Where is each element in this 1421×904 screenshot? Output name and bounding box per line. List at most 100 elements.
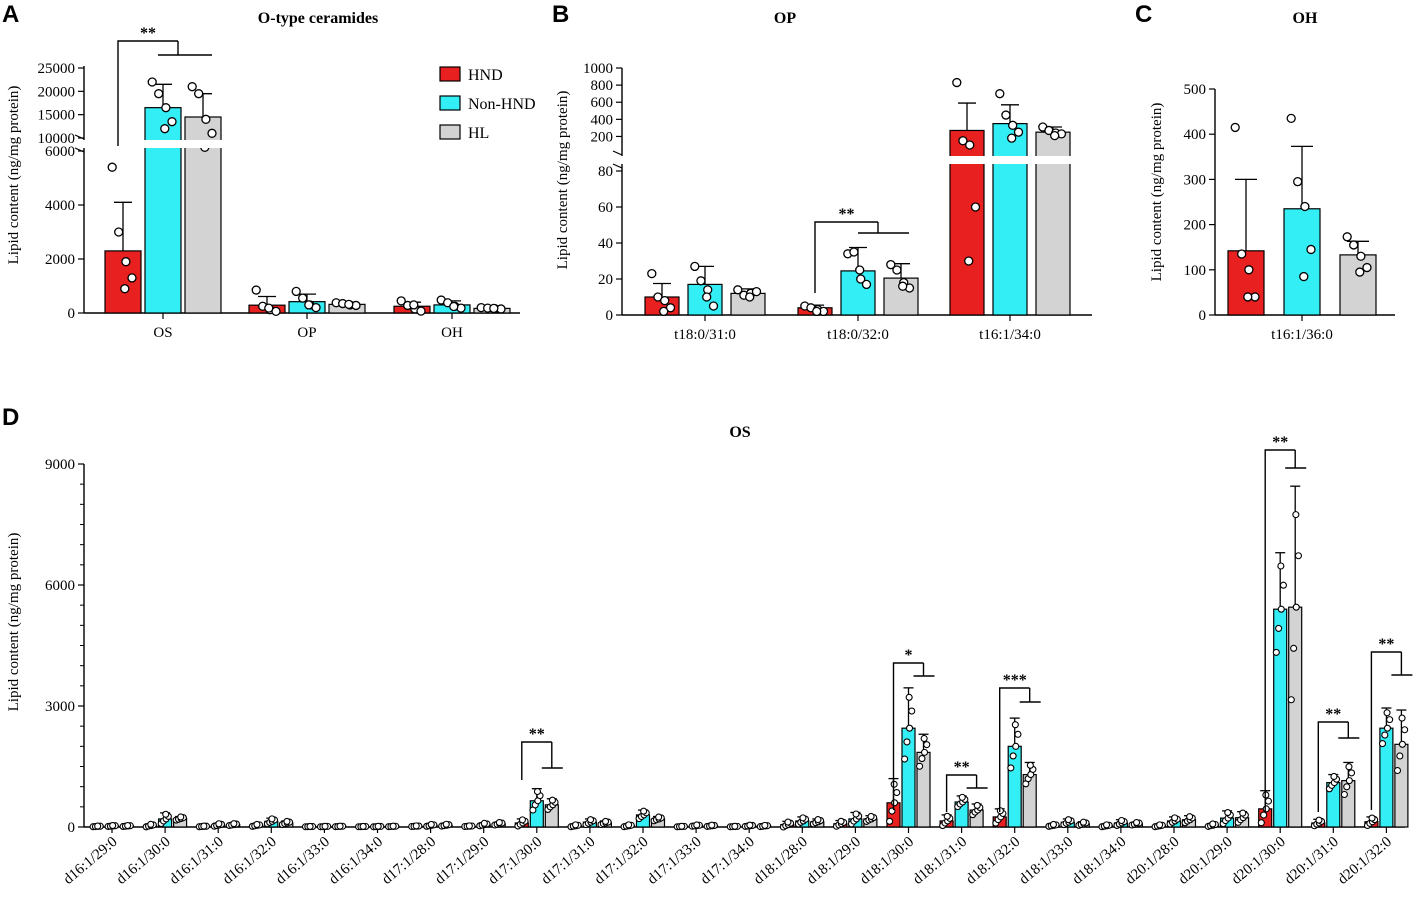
panel-d-data-point <box>1383 724 1391 732</box>
panel-a-ytick-label: 6000 <box>45 144 75 160</box>
panel-letter-b: B <box>552 1 569 28</box>
panel-a-ytick-label: 0 <box>68 306 76 322</box>
panel-d-data-point <box>321 822 329 830</box>
panel-d-data-point <box>306 822 314 830</box>
panel-b-break-mark <box>612 163 623 169</box>
panel-d-sig-bracket <box>892 662 924 810</box>
panel-d-xtick-label: d16:1/34:0 <box>326 834 386 888</box>
panel-d-data-point <box>124 821 132 830</box>
panel-d-data-point <box>548 796 557 804</box>
panel-a-data-point <box>207 128 217 138</box>
panel-d-data-point <box>1262 805 1270 813</box>
panel-b-data-point <box>1013 127 1024 137</box>
panel-d-title: OS <box>729 424 750 441</box>
panel-c-data-point <box>1362 262 1372 273</box>
panel-d-data-point <box>412 822 420 830</box>
panel-d-sig-bracket <box>521 741 552 780</box>
panel-c-data-point <box>1244 265 1254 275</box>
legend-swatch-hl <box>439 124 461 140</box>
panel-b-ytick-label: 400 <box>591 112 614 128</box>
panel-d-data-point <box>283 817 291 825</box>
panel-b-data-point <box>952 77 962 88</box>
panel-b-data-point <box>647 268 657 279</box>
panel-d-xtick-label: d17:1/32:0 <box>591 834 651 888</box>
legend-swatch-non-hnd <box>439 95 461 111</box>
panel-d-data-point <box>1239 809 1247 817</box>
panel-d-plot: 0300060009000d16:1/29:0d16:1/30:0d16:1/3… <box>45 434 1413 888</box>
panel-d-data-point <box>799 814 807 822</box>
panel-d-data-point <box>1398 740 1406 748</box>
panel-d-data-point <box>1277 562 1285 570</box>
panel-a-data-point <box>298 293 308 303</box>
legend-label-non-hnd: Non-HND <box>468 96 536 113</box>
panel-b-data-point <box>965 140 975 150</box>
panel-d-data-point <box>901 755 909 763</box>
panel-d-data-point <box>518 816 527 824</box>
panel-d-data-point <box>916 762 924 770</box>
legend: HND Non-HND HL <box>439 66 536 142</box>
panel-a-data-point <box>127 273 137 283</box>
panel-d-data-point <box>1345 777 1353 785</box>
panel-b-data-point <box>886 259 896 270</box>
panel-d-data-point <box>586 816 595 824</box>
panel-a-title: O-type ceramides <box>258 10 378 27</box>
panel-d-data-point <box>920 734 928 743</box>
panel-d-data-point <box>1277 605 1285 613</box>
panel-d-data-point <box>1260 811 1268 819</box>
panel-d-data-point <box>1368 814 1376 822</box>
panel-d-data-point <box>571 821 580 829</box>
panel-a-ytick-label: 4000 <box>45 198 75 214</box>
panel-d-sig-bracket <box>999 687 1030 812</box>
panel-a-xtick-label: OH <box>441 325 463 341</box>
panel-d-data-point <box>923 741 931 749</box>
panel-d-sig-label: ** <box>1325 706 1341 723</box>
panel-d-data-point <box>1401 726 1409 734</box>
panel-c-ytick-label: 300 <box>1184 172 1207 188</box>
panel-a-xtick-label: OP <box>297 325 316 341</box>
panel-d-data-point <box>359 822 367 830</box>
panel-c-data-point <box>1286 113 1296 124</box>
panel-c-data-point <box>1237 249 1247 259</box>
panel-a-bar-non-hnd <box>144 107 182 314</box>
panel-c-bar-non-hnd <box>1283 208 1321 316</box>
panel-b-data-point <box>964 256 974 266</box>
panel-d-data-point <box>890 799 899 807</box>
panel-d-xtick-label: d20:1/30:0 <box>1229 834 1289 888</box>
panel-b-axis-break <box>612 156 1092 164</box>
panel-d-data-point <box>162 810 170 818</box>
panel-d-sig-bracket <box>1264 449 1296 812</box>
panel-d-sig-bracket <box>945 774 977 812</box>
panel-b-data-point <box>970 202 981 212</box>
panel-a-data-point <box>396 296 406 306</box>
panel-d-ytick-label: 9000 <box>45 457 75 473</box>
panel-d-xtick-label: d18:1/33:0 <box>1016 834 1076 888</box>
panel-a-data-point <box>409 300 419 310</box>
panel-d-data-point <box>1272 648 1280 656</box>
legend-label-hnd: HND <box>468 67 503 84</box>
panel-b-ytick-label: 60 <box>598 200 613 216</box>
panel-d-data-point <box>1264 797 1272 805</box>
panel-d-sig-label: *** <box>1003 672 1027 689</box>
panel-d-data-point <box>837 817 845 825</box>
panel-d-data-point <box>1279 581 1287 589</box>
panel-a-data-point <box>194 89 204 99</box>
panel-d-data-point <box>1049 820 1057 829</box>
panel-b-title: OP <box>774 10 796 27</box>
panel-b-xtick-label: t18:0/32:0 <box>827 327 889 343</box>
panel-c-title: OH <box>1293 10 1318 27</box>
panel-d-data-point <box>625 821 633 829</box>
panel-d-data-point <box>1290 644 1298 652</box>
panel-d-data-point <box>1007 764 1015 772</box>
panel-d-xtick-label: d16:1/29:0 <box>60 834 120 888</box>
panel-d-xtick-label: d16:1/33:0 <box>273 834 333 888</box>
panel-d-sig-label: ** <box>529 726 545 743</box>
panel-d-data-point <box>1224 809 1232 817</box>
panel-a-data-point <box>291 286 301 297</box>
panel-c-data-point <box>1349 240 1359 250</box>
panel-d-data-point <box>958 793 966 801</box>
panel-d-bar-hl <box>1288 606 1303 828</box>
panel-d-sig-bracket <box>1370 651 1402 810</box>
panel-d-data-point <box>1287 696 1295 704</box>
panel-b-data-point <box>696 276 706 286</box>
